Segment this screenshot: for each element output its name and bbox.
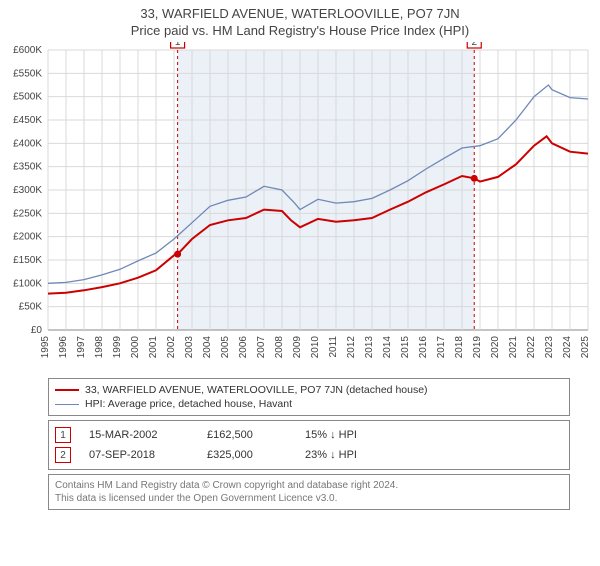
svg-text:2016: 2016 xyxy=(418,336,429,359)
svg-text:£200K: £200K xyxy=(13,232,42,243)
svg-text:£300K: £300K xyxy=(13,185,42,196)
svg-text:£150K: £150K xyxy=(13,255,42,266)
sale-events: 1 15-MAR-2002 £162,500 15% ↓ HPI 2 07-SEP-201… xyxy=(48,420,570,470)
event-badge: 1 xyxy=(55,427,71,443)
legend-row: HPI: Average price, detached house, Hava… xyxy=(55,397,563,411)
svg-text:2024: 2024 xyxy=(562,336,573,359)
svg-text:2006: 2006 xyxy=(238,336,249,359)
svg-text:£50K: £50K xyxy=(19,302,43,313)
svg-text:£400K: £400K xyxy=(13,138,42,149)
svg-text:£250K: £250K xyxy=(13,208,42,219)
svg-text:£550K: £550K xyxy=(13,68,42,79)
legend-label: 33, WARFIELD AVENUE, WATERLOOVILLE, PO7 … xyxy=(85,384,428,396)
legend-label: HPI: Average price, detached house, Hava… xyxy=(85,398,292,410)
sale-marker-dot-2 xyxy=(471,175,478,182)
svg-text:2001: 2001 xyxy=(148,336,159,359)
event-date: 15-MAR-2002 xyxy=(89,429,189,441)
svg-text:£600K: £600K xyxy=(13,45,42,56)
svg-text:1996: 1996 xyxy=(58,336,69,359)
svg-text:1998: 1998 xyxy=(94,336,105,359)
svg-text:2002: 2002 xyxy=(166,336,177,359)
svg-text:£100K: £100K xyxy=(13,278,42,289)
svg-text:£500K: £500K xyxy=(13,92,42,103)
svg-text:2005: 2005 xyxy=(220,336,231,359)
svg-text:2019: 2019 xyxy=(472,336,483,359)
attribution-line-1: Contains HM Land Registry data © Crown c… xyxy=(55,479,563,492)
chart-subtitle: Price paid vs. HM Land Registry's House … xyxy=(0,23,600,38)
svg-text:1997: 1997 xyxy=(76,336,87,359)
price-chart: £0 £50K £100K £150K £200K £250K £300K £350K £400… xyxy=(0,42,600,372)
svg-text:2008: 2008 xyxy=(274,336,285,359)
event-row: 1 15-MAR-2002 £162,500 15% ↓ HPI xyxy=(55,425,563,445)
svg-text:£450K: £450K xyxy=(13,115,42,126)
event-price: £162,500 xyxy=(207,429,287,441)
svg-text:2003: 2003 xyxy=(184,336,195,359)
svg-text:2009: 2009 xyxy=(292,336,303,359)
event-delta: 15% ↓ HPI xyxy=(305,429,405,441)
svg-text:2018: 2018 xyxy=(454,336,465,359)
svg-text:2012: 2012 xyxy=(346,336,357,359)
svg-text:2007: 2007 xyxy=(256,336,267,359)
event-date: 07-SEP-2018 xyxy=(89,449,189,461)
svg-text:2013: 2013 xyxy=(364,336,375,359)
chart-svg: £0 £50K £100K £150K £200K £250K £300K £350K £400… xyxy=(0,42,600,372)
chart-title-address: 33, WARFIELD AVENUE, WATERLOOVILLE, PO7 … xyxy=(0,6,600,21)
svg-text:2010: 2010 xyxy=(310,336,321,359)
legend: 33, WARFIELD AVENUE, WATERLOOVILLE, PO7 … xyxy=(48,378,570,416)
event-delta: 23% ↓ HPI xyxy=(305,449,405,461)
svg-text:1: 1 xyxy=(175,42,181,48)
event-price: £325,000 xyxy=(207,449,287,461)
svg-text:2017: 2017 xyxy=(436,336,447,359)
legend-swatch xyxy=(55,404,79,405)
event-row: 2 07-SEP-2018 £325,000 23% ↓ HPI xyxy=(55,445,563,465)
attribution-line-2: This data is licensed under the Open Gov… xyxy=(55,492,563,505)
svg-text:1995: 1995 xyxy=(40,336,51,359)
svg-text:2023: 2023 xyxy=(544,336,555,359)
svg-text:2000: 2000 xyxy=(130,336,141,359)
svg-text:£0: £0 xyxy=(31,325,43,336)
svg-text:2025: 2025 xyxy=(580,336,591,359)
legend-swatch xyxy=(55,389,79,391)
svg-text:2: 2 xyxy=(471,42,477,48)
event-badge: 2 xyxy=(55,447,71,463)
sale-marker-dot-1 xyxy=(174,251,181,258)
svg-text:1999: 1999 xyxy=(112,336,123,359)
legend-row: 33, WARFIELD AVENUE, WATERLOOVILLE, PO7 … xyxy=(55,383,563,397)
svg-text:2014: 2014 xyxy=(382,336,393,359)
svg-text:2015: 2015 xyxy=(400,336,411,359)
svg-text:2022: 2022 xyxy=(526,336,537,359)
svg-text:2020: 2020 xyxy=(490,336,501,359)
attribution: Contains HM Land Registry data © Crown c… xyxy=(48,474,570,510)
svg-text:£350K: £350K xyxy=(13,162,42,173)
svg-text:2011: 2011 xyxy=(328,336,339,358)
svg-text:2004: 2004 xyxy=(202,336,213,359)
svg-text:2021: 2021 xyxy=(508,336,519,359)
